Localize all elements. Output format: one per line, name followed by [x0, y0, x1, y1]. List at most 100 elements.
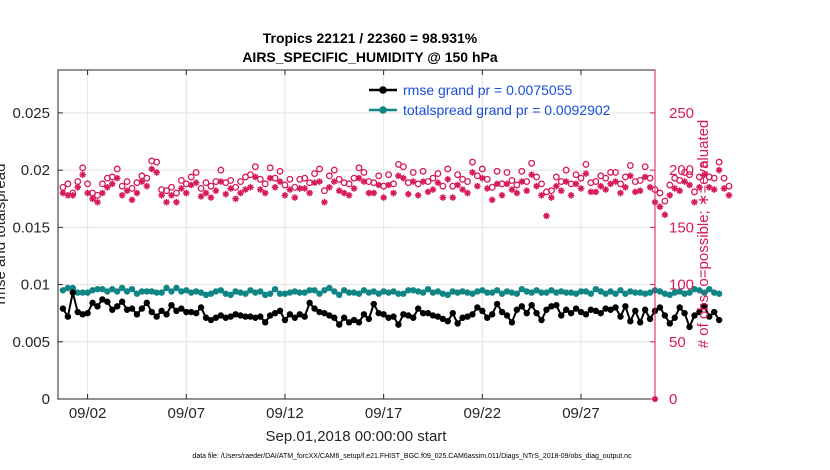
rmse-point	[518, 303, 525, 310]
obs-possible-point	[493, 167, 501, 175]
rmse-point	[380, 311, 387, 318]
rmse-point	[296, 311, 303, 318]
totalspread-point	[104, 288, 111, 295]
obs-possible-point	[508, 176, 516, 184]
rmse-point	[711, 308, 718, 316]
rmse-point	[212, 314, 220, 321]
rmse-point	[306, 299, 313, 307]
rmse-point	[232, 311, 239, 318]
totalspread-point	[242, 290, 249, 297]
totalspread-point	[74, 289, 81, 296]
obs-evaluated-point	[602, 186, 609, 193]
totalspread-point	[562, 289, 570, 296]
obs-possible-point	[691, 188, 698, 196]
obs-evaluated-point	[597, 182, 605, 190]
totalspread-point	[340, 287, 348, 294]
totalspread-point	[390, 288, 397, 295]
totalspread-point	[701, 289, 708, 296]
y-right-tick-label: 150	[669, 219, 694, 236]
totalspread-point	[212, 288, 220, 295]
totalspread-point	[69, 284, 77, 292]
rmse-point	[128, 305, 136, 312]
rmse-point	[666, 320, 674, 327]
totalspread-point	[345, 289, 353, 296]
chart-title-line2: AIRS_SPECIFIC_HUMIDITY @ 150 hPa	[242, 49, 498, 65]
rmse-point	[331, 314, 338, 321]
x-tick-label: 09/27	[562, 405, 600, 422]
totalspread-point	[493, 287, 501, 294]
totalspread-point	[217, 287, 225, 294]
rmse-point	[479, 307, 486, 315]
obs-possible-point	[612, 168, 619, 176]
obs-evaluated-point	[296, 185, 304, 192]
obs-possible-point	[468, 158, 476, 166]
totalspread-point	[291, 288, 299, 295]
obs-evaluated-point	[276, 178, 284, 185]
totalspread-point	[227, 291, 234, 299]
totalspread-point	[612, 290, 619, 297]
obs-possible-point	[641, 163, 649, 171]
obs-evaluated-point	[330, 178, 338, 185]
totalspread-point	[498, 290, 506, 297]
obs-possible-point	[276, 167, 284, 175]
totalspread-point	[84, 289, 91, 296]
rmse-point	[607, 306, 614, 313]
obs-possible-point	[345, 180, 353, 188]
totalspread-point	[410, 287, 417, 294]
obs-evaluated-point	[133, 189, 141, 197]
y-axis-right-label: # of obs: o=possible; ∗=evaluated	[695, 120, 712, 349]
y-left-tick-label: 0.015	[12, 219, 50, 236]
totalspread-point	[232, 288, 239, 295]
x-tick-label: 09/22	[464, 405, 502, 422]
rmse-point	[276, 307, 284, 315]
obs-evaluated-point	[439, 194, 447, 201]
obs-evaluated-point	[528, 171, 535, 179]
rmse-point	[64, 313, 72, 320]
rmse-point	[158, 307, 165, 315]
obs-evaluated-point	[567, 192, 575, 199]
obs-evaluated-point	[641, 173, 649, 181]
obs-evaluated-point	[256, 186, 264, 193]
rmse-point	[153, 313, 160, 320]
rmse-point	[207, 316, 215, 324]
obs-evaluated-point	[286, 186, 294, 193]
obs-evaluated-point	[306, 189, 313, 197]
rmse-point	[671, 314, 678, 321]
totalspread-point	[676, 288, 683, 295]
totalspread-point	[617, 287, 624, 294]
obs-evaluated-point	[207, 194, 215, 201]
axes: 09/02 09/07 09/12 09/17 09/22 09/27 0 0.005 0.01…	[12, 70, 694, 422]
totalspread-point	[523, 288, 530, 295]
obs-possible-point	[478, 165, 486, 173]
obs-evaluated-point	[538, 192, 545, 199]
obs-evaluated-point	[380, 194, 387, 201]
obs-evaluated-point	[79, 171, 86, 179]
rmse-point	[375, 309, 382, 317]
obs-evaluated-point	[523, 187, 531, 195]
obs-possible-point	[266, 164, 274, 172]
obs-possible-point	[316, 165, 323, 173]
obs-evaluated-point	[498, 192, 506, 199]
obs-possible-point	[118, 182, 126, 190]
obs-possible-point	[325, 172, 333, 180]
totalspread-point	[257, 288, 264, 295]
obs-possible-point	[409, 168, 417, 176]
obs-evaluated-point	[370, 189, 378, 197]
obs-evaluated-point	[390, 189, 397, 197]
obs-possible-point	[439, 182, 447, 190]
totalspread-point	[271, 285, 279, 293]
totalspread-point	[706, 285, 713, 293]
obs-evaluated-point	[592, 188, 600, 196]
rmse-point	[444, 317, 451, 325]
obs-evaluated-point	[582, 170, 590, 177]
totalspread-point	[488, 289, 496, 296]
obs-possible-point	[686, 171, 693, 179]
obs-possible-point	[385, 171, 393, 179]
rmse-point	[533, 309, 540, 317]
rmse-point	[340, 314, 348, 321]
totalspread-point	[380, 288, 387, 295]
rmse-point	[523, 309, 530, 317]
rmse-point	[118, 298, 126, 305]
totalspread-point	[444, 291, 451, 299]
